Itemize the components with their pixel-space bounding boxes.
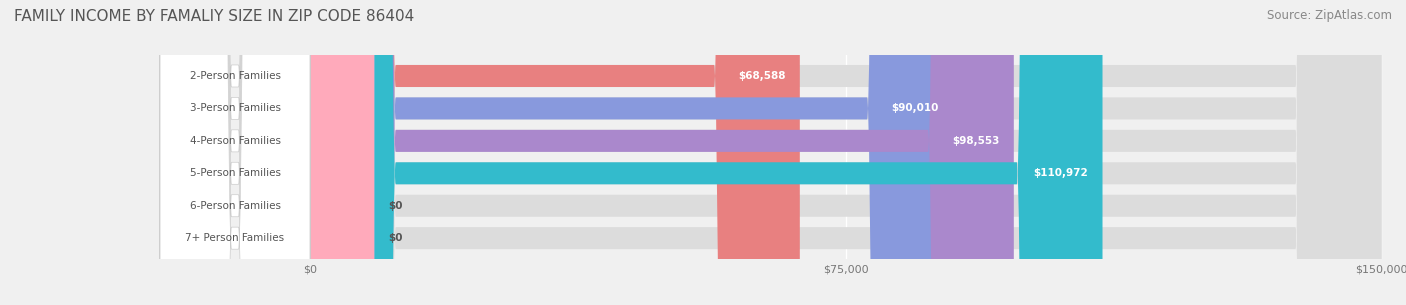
FancyBboxPatch shape (309, 0, 1381, 305)
FancyBboxPatch shape (309, 0, 1102, 305)
Text: $68,588: $68,588 (738, 71, 786, 81)
Text: $0: $0 (388, 201, 404, 211)
FancyBboxPatch shape (160, 0, 309, 305)
FancyBboxPatch shape (309, 0, 374, 305)
FancyBboxPatch shape (160, 0, 309, 305)
Text: $90,010: $90,010 (891, 103, 939, 113)
FancyBboxPatch shape (160, 0, 309, 305)
Text: 7+ Person Families: 7+ Person Families (186, 233, 284, 243)
Text: 2-Person Families: 2-Person Families (190, 71, 281, 81)
FancyBboxPatch shape (160, 0, 309, 305)
FancyBboxPatch shape (309, 0, 1381, 305)
Text: 3-Person Families: 3-Person Families (190, 103, 281, 113)
Text: Source: ZipAtlas.com: Source: ZipAtlas.com (1267, 9, 1392, 22)
FancyBboxPatch shape (309, 0, 1014, 305)
Text: 6-Person Families: 6-Person Families (190, 201, 281, 211)
FancyBboxPatch shape (309, 0, 1381, 305)
FancyBboxPatch shape (309, 0, 1381, 305)
FancyBboxPatch shape (160, 0, 309, 305)
FancyBboxPatch shape (160, 0, 309, 305)
Text: $98,553: $98,553 (952, 136, 1000, 146)
FancyBboxPatch shape (309, 0, 953, 305)
Text: 4-Person Families: 4-Person Families (190, 136, 281, 146)
FancyBboxPatch shape (309, 0, 374, 305)
Text: $0: $0 (388, 233, 404, 243)
FancyBboxPatch shape (309, 0, 1381, 305)
Text: 5-Person Families: 5-Person Families (190, 168, 281, 178)
Text: $110,972: $110,972 (1033, 168, 1088, 178)
FancyBboxPatch shape (309, 0, 1381, 305)
Text: FAMILY INCOME BY FAMALIY SIZE IN ZIP CODE 86404: FAMILY INCOME BY FAMALIY SIZE IN ZIP COD… (14, 9, 415, 24)
FancyBboxPatch shape (309, 0, 800, 305)
